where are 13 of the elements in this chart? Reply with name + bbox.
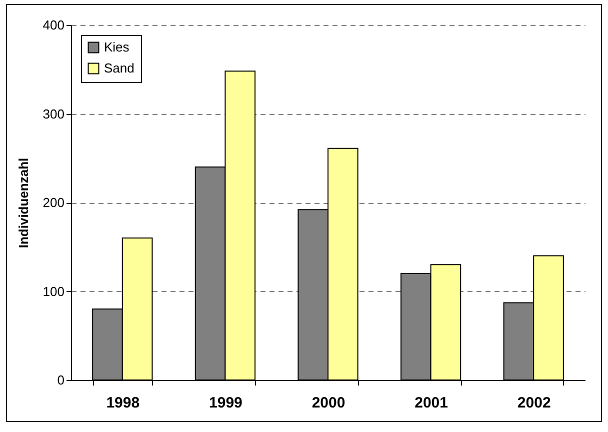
y-tick-label: 100 [42,284,64,299]
y-tick-label: 400 [42,18,64,32]
y-axis-title: Individuenzahl [16,158,31,248]
y-tick-label: 300 [42,106,64,122]
x-tick-label: 1998 [106,394,140,412]
legend-label: Kies [104,40,130,54]
y-tick-label: 0 [57,372,64,388]
x-tick-label: 2002 [517,394,551,412]
x-tick-label: 2001 [414,394,448,412]
x-tick-label: 2000 [312,394,346,412]
legend-label: Sand [104,60,134,76]
x-tick-label: 1999 [209,394,242,412]
y-tick-label: 200 [42,195,64,210]
